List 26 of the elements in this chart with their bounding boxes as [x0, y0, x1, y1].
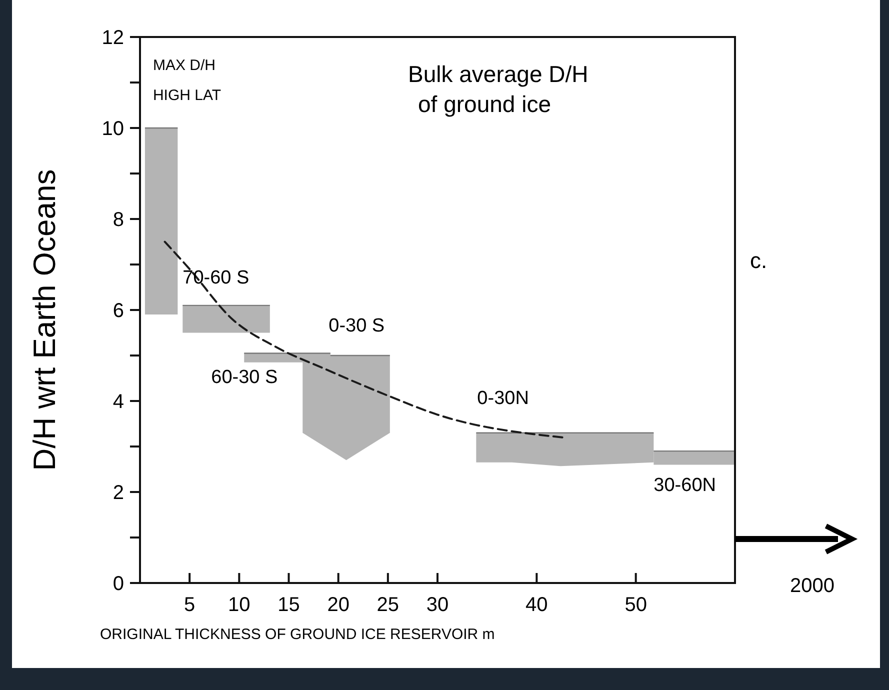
series-label: MAX D/H HIGH LAT [152, 57, 222, 104]
y-tick-label: 4 [112, 391, 124, 413]
y-tick-label: 2 [112, 482, 124, 504]
y-tick-label: 8 [112, 209, 124, 231]
series-label: 0-30 S [328, 316, 385, 336]
series-label: 30-60N [654, 475, 716, 496]
y-tick-label: 10 [102, 118, 124, 140]
x-tick-label: 30 [426, 594, 449, 616]
y-axis-title: D/H wrt Earth Oceans [27, 169, 62, 471]
x-axis-title: ORIGINAL THICKNESS OF GROUND ICE RESERVOIR m [100, 626, 495, 643]
series-label: 0-30N [477, 388, 529, 409]
text: Bulk average D/H of ground ice [408, 61, 588, 117]
x-tick-label: 5 [184, 594, 196, 616]
y-tick-label: 6 [112, 300, 124, 322]
series-label: 60-30 S [211, 367, 278, 388]
x-tick-label: 40 [526, 594, 548, 616]
x-tick-label: 10 [228, 594, 250, 616]
x-tick-label: 20 [327, 594, 350, 616]
series-label: 70-60 S [182, 267, 250, 288]
text: 2000 [790, 575, 834, 597]
x-tick-label: 50 [624, 594, 647, 616]
y-tick-label: 12 [102, 27, 124, 49]
text: c. [750, 248, 768, 273]
y-tick-label: 0 [112, 573, 124, 595]
x-tick-label: 25 [376, 594, 400, 616]
x-tick-label: 15 [278, 594, 300, 616]
